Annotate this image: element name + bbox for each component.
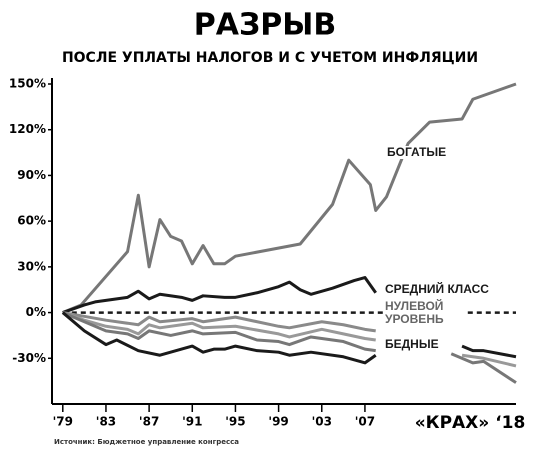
y-tick-label: 60% — [17, 214, 46, 228]
y-tick-label: -30% — [12, 351, 46, 365]
series-line — [62, 82, 517, 314]
chart-title: РАЗРЫВ — [194, 8, 336, 43]
series-label: НУЛЕВОЙ УРОВЕНЬ — [383, 300, 465, 326]
series-label: БОГАТЫЕ — [385, 145, 449, 159]
y-tick-label: 0% — [26, 305, 46, 319]
brand: «КРАХ» ‘18 — [415, 413, 526, 433]
x-tick-label: '79 — [53, 415, 73, 429]
y-tick-label: 150% — [9, 77, 46, 91]
x-tick-label: '99 — [268, 415, 288, 429]
source: Источник: Бюджетное управление конгресса — [54, 438, 239, 446]
x-tick-label: '83 — [96, 415, 116, 429]
chart-subtitle: ПОСЛЕ УПЛАТЫ НАЛОГОВ И С УЧЕТОМ ИНФЛЯЦИИ — [62, 50, 478, 66]
series-label: БЕДНЫЕ — [383, 337, 441, 351]
series-line — [62, 311, 376, 333]
x-tick-label: '91 — [182, 415, 202, 429]
series-line — [61, 311, 517, 365]
y-tick-label: 90% — [17, 168, 46, 182]
series-line — [62, 311, 517, 384]
series-label: СРЕДНИЙ КЛАСС — [383, 282, 491, 296]
y-tick-label: 30% — [17, 259, 46, 273]
y-tick-label: 120% — [9, 122, 46, 136]
x-tick-label: '07 — [355, 415, 375, 429]
x-tick-label: '87 — [139, 415, 159, 429]
x-tick-label: '03 — [312, 415, 332, 429]
x-tick-label: '95 — [225, 415, 245, 429]
series-line — [62, 311, 517, 368]
